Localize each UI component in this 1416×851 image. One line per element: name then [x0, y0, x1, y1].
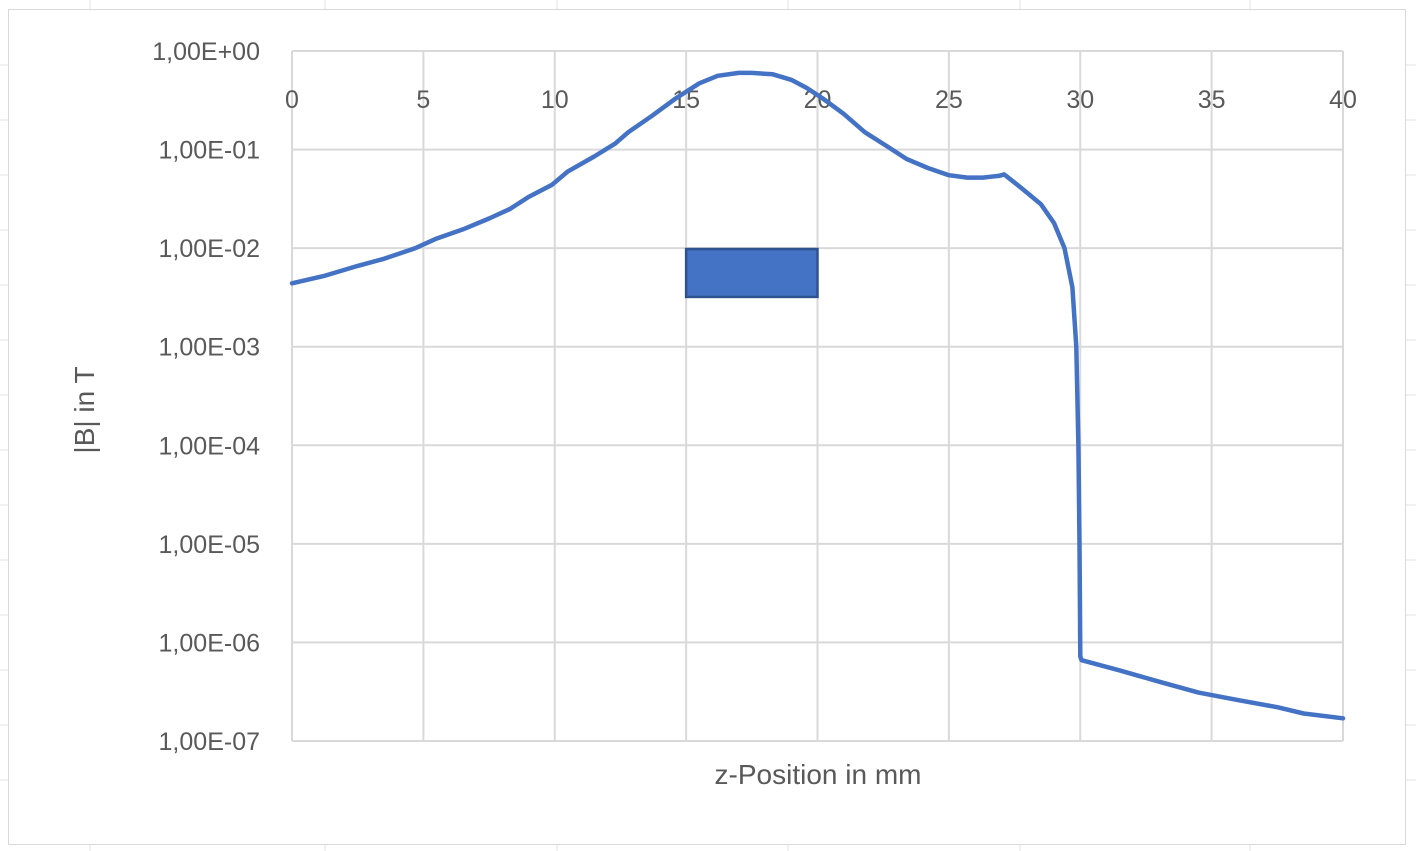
- y-tick-label: 1,00E-04: [159, 432, 261, 460]
- series-layer: [289, 70, 1346, 721]
- y-axis-title: |B| in T: [69, 366, 100, 453]
- y-tick-label: 1,00E-06: [159, 629, 260, 657]
- x-tick-label: 30: [1066, 86, 1094, 114]
- x-tick-label: 10: [541, 86, 569, 114]
- y-tick-label: 1,00E-01: [159, 137, 260, 165]
- x-axis-title: z-Position in mm: [715, 759, 922, 790]
- chart-area[interactable]: [8, 9, 1406, 845]
- y-tick-label: 1,00E+00: [152, 38, 260, 66]
- y-tick-label: 1,00E-07: [159, 728, 260, 756]
- annotation-rectangle[interactable]: [684, 247, 819, 299]
- x-tick-label: 0: [285, 86, 299, 114]
- grid: [291, 50, 1344, 742]
- x-tick-label: 25: [935, 86, 963, 114]
- x-tick-label: 40: [1329, 86, 1357, 114]
- x-tick-label: 35: [1198, 86, 1226, 114]
- annotation-layer: [684, 247, 819, 299]
- x-axis-ticks: 0 5 10 15 20 25 30 35 40: [285, 86, 1357, 114]
- y-tick-label: 1,00E-05: [159, 531, 260, 559]
- series-line[interactable]: [289, 70, 1346, 721]
- y-tick-label: 1,00E-03: [159, 334, 260, 362]
- x-tick-label: 5: [416, 86, 430, 114]
- y-axis-ticks: 1,00E+00 1,00E-01 1,00E-02 1,00E-03 1,00E-04…: [152, 38, 260, 756]
- y-tick-label: 1,00E-02: [159, 235, 260, 263]
